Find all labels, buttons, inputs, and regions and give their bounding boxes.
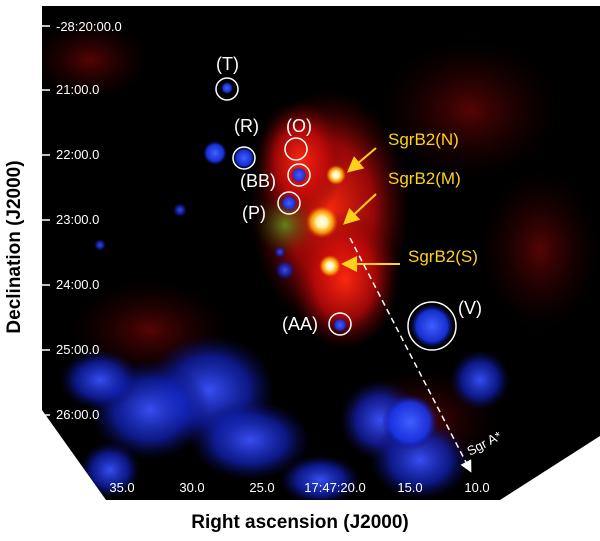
y-tick-label: 24:00.0 bbox=[56, 277, 99, 292]
sgrb2-m-label: SgrB2(M) bbox=[388, 169, 461, 188]
source-circle-O bbox=[284, 137, 308, 161]
source-circle-R bbox=[232, 146, 256, 170]
x-tick-label: 25.0 bbox=[249, 480, 274, 495]
source-label-AA: (AA) bbox=[282, 314, 318, 334]
y-tick-label: 26:00.0 bbox=[56, 407, 99, 422]
sgrb2-n-arrow bbox=[346, 147, 377, 173]
x-axis-title: Right ascension (J2000) bbox=[191, 512, 409, 533]
source-label-T: (T) bbox=[216, 54, 239, 74]
y-tick-label: -28:20:00.0 bbox=[56, 19, 122, 34]
y-tick-label: 25:00.0 bbox=[56, 342, 99, 357]
sgrb2-n-label: SgrB2(N) bbox=[388, 130, 459, 149]
x-tick-label: 30.0 bbox=[179, 480, 204, 495]
x-tick-label: 17:47:20.0 bbox=[304, 480, 365, 495]
source-label-R: (R) bbox=[234, 116, 259, 136]
source-label-BB: (BB) bbox=[240, 171, 276, 191]
image-corner-bottom-left bbox=[42, 410, 106, 500]
x-tick-label: 35.0 bbox=[109, 480, 134, 495]
source-label-P: (P) bbox=[242, 203, 266, 223]
source-circle-V bbox=[407, 301, 457, 351]
image-corner-bottom-right bbox=[500, 436, 600, 500]
y-axis-title: Declination (J2000) bbox=[4, 160, 25, 334]
source-circle-P bbox=[277, 191, 301, 215]
source-circle-BB bbox=[287, 163, 311, 187]
source-label-V: (V) bbox=[458, 298, 482, 318]
y-tick-labels: -28:20:00.0 21:00.0 22:00.0 23:00.0 24:0… bbox=[56, 19, 122, 422]
sgr-a-direction-arrow bbox=[349, 237, 472, 473]
x-tick-label: 15.0 bbox=[397, 480, 422, 495]
source-circle-AA bbox=[328, 312, 352, 336]
emission-map bbox=[42, 20, 600, 500]
y-tick-marks bbox=[42, 25, 50, 416]
image-panel bbox=[42, 6, 600, 541]
y-tick-label: 23:00.0 bbox=[56, 212, 99, 227]
x-tick-labels: 35.0 30.0 25.0 17:47:20.0 15.0 10.0 bbox=[109, 480, 489, 495]
sgrb2-labels: SgrB2(N) SgrB2(M) SgrB2(S) bbox=[388, 130, 478, 266]
x-tick-label: 10.0 bbox=[464, 480, 489, 495]
sgrb2-arrows bbox=[341, 147, 400, 272]
source-label-O: (O) bbox=[286, 116, 312, 136]
source-labels: (T) (R) (O) (BB) (P) (AA) (V) bbox=[216, 54, 482, 334]
y-tick-label: 22:00.0 bbox=[56, 147, 99, 162]
sgrb2-m-arrow bbox=[343, 193, 377, 225]
source-circle-T bbox=[215, 77, 239, 101]
y-tick-label: 21:00.0 bbox=[56, 82, 99, 97]
source-circles bbox=[215, 77, 457, 351]
sgrb2-s-label: SgrB2(S) bbox=[408, 247, 478, 266]
